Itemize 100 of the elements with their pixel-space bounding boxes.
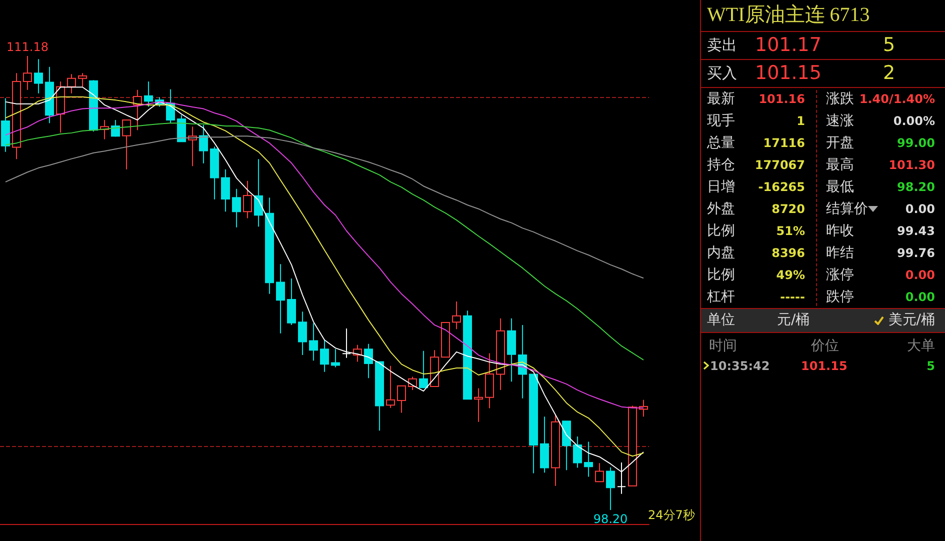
candlestick [485,352,494,409]
text: 时间 [709,338,737,354]
text: 日增 [707,179,735,195]
candlestick [463,310,472,400]
candlestick [342,328,351,358]
text: 价位 [811,338,839,354]
candlestick [309,322,318,362]
text: 比例 [707,223,735,239]
text: 结算价 [826,201,868,217]
text: 99.76 [897,246,935,260]
text: 8720 [772,202,805,216]
text: 0.00 [905,268,935,282]
candlestick [606,466,615,511]
text: 101.16 [758,92,805,106]
candlestick [540,416,549,474]
text: 开盘 [826,135,854,151]
text: 101.15 [801,359,848,373]
text: ----- [780,290,805,304]
text: 总量 [707,135,735,151]
candlestick [507,318,516,382]
text: 跌停 [826,289,854,305]
candlestick [23,55,32,90]
text: 101.17 [755,34,822,56]
text: 持仓 [707,157,735,173]
candlestick [496,318,505,391]
text: 大单 [907,338,935,354]
candlestick [474,388,483,422]
text: 0.00 [905,202,935,216]
text: 内盘 [707,245,735,261]
text: 现手 [707,113,735,129]
annotation: 111.18 [6,40,48,54]
text: 元/桶 [777,312,810,328]
text: 昨收 [826,223,854,239]
text: 美元/桶 [888,312,935,328]
text: 最低 [826,179,854,195]
text: 0.00 [905,290,935,304]
candlestick [551,414,560,486]
text: 49% [776,268,805,282]
candlestick [111,119,120,138]
candlestick [276,264,285,334]
text: 5 [883,34,896,56]
text: 比例 [707,267,735,283]
text: 5 [926,359,935,373]
candlestick [331,348,340,368]
text: 涨停 [826,267,854,283]
text: 最新 [707,91,735,107]
text: 8396 [772,246,805,260]
text: 17116 [763,136,805,150]
candlestick [78,72,87,88]
text: 51% [776,224,805,238]
text: 涨跌 [826,91,854,107]
text: 卖出 [707,36,737,54]
candlestick [254,158,263,228]
candlestick [144,81,153,108]
text: 昨结 [826,245,854,261]
candlestick [232,188,241,228]
text: 外盘 [707,201,735,217]
text: 98.20 [897,180,935,194]
candlestick [320,338,329,372]
candlestick [221,168,230,212]
candlestick [441,322,450,358]
candlestick [122,119,131,170]
candlestick [210,146,219,200]
text: -16265 [758,180,805,194]
annotation: 24分7秒 [648,508,695,522]
candlestick [34,58,43,94]
text: WTI原油主连 6713 [707,4,870,26]
candlestick [573,436,582,468]
candlestick [452,301,461,330]
text: 买入 [707,64,737,82]
candlestick [298,311,307,356]
text: 10:35:42 [710,359,770,373]
candlestick [386,365,395,408]
candlestick [89,80,98,132]
candlestick [133,89,142,131]
text: 2 [883,62,896,84]
text: 0.00% [893,114,935,128]
text: 1.40/1.40% [859,92,935,106]
candlestick [177,114,186,142]
candlestick [45,66,54,124]
candlestick [430,350,439,388]
candlestick [595,462,604,482]
text: 101.30 [888,158,935,172]
candlestick [375,361,384,432]
candlestick [1,98,10,152]
candlestick [364,343,373,379]
candlestick [419,350,428,389]
candlestick [12,72,21,160]
text: 最高 [826,157,854,173]
text: 1 [796,114,805,128]
candlestick [529,374,538,474]
text: 杠杆 [707,289,735,305]
text: 99.43 [897,224,935,238]
candlestick [67,74,76,94]
candlestick [243,180,252,219]
candlestick [265,197,274,294]
candlestick [584,441,593,478]
candlestick [199,124,208,164]
candlestick [287,278,296,326]
candlestick [562,420,571,471]
